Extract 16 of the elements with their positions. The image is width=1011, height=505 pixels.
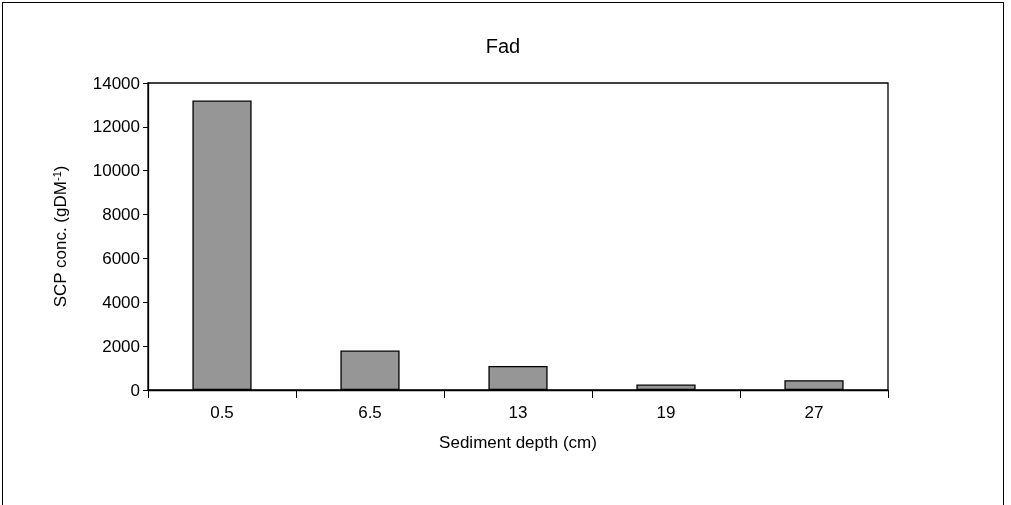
y-tick-label: 12000 — [92, 117, 140, 137]
y-tick-label: 4000 — [102, 292, 140, 312]
chart-title: Fad — [485, 35, 521, 57]
x-axis-title: Sediment depth (cm) — [439, 433, 597, 452]
y-tick-label: 10000 — [92, 161, 140, 181]
y-tick-label: 6000 — [102, 248, 140, 268]
x-tick-label: 6.5 — [358, 403, 382, 422]
y-tick-label: 2000 — [102, 336, 140, 356]
x-tick-label: 19 — [656, 403, 676, 422]
y-tick-label: 0 — [130, 380, 140, 400]
x-tick-label: 0.5 — [210, 403, 234, 422]
x-tick-label: 27 — [804, 403, 824, 422]
y-axis-title: SCP conc. (gDM-1) — [50, 165, 70, 308]
y-tick-label: 14000 — [92, 73, 140, 93]
y-tick-label: 8000 — [102, 205, 140, 225]
x-tick-label: 13 — [508, 403, 528, 422]
